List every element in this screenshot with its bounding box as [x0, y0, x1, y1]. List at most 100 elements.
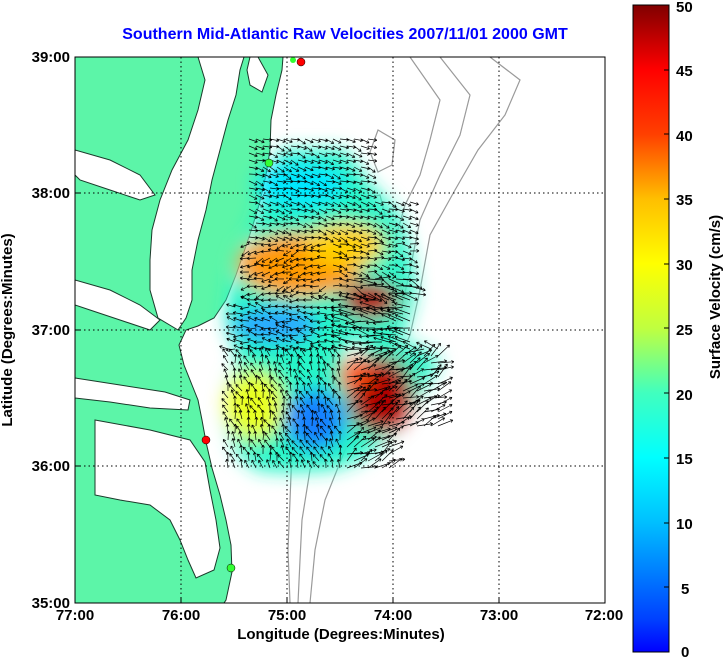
velocity-arrow: [360, 236, 370, 241]
velocity-arrow: [332, 145, 342, 151]
velocity-arrow: [260, 409, 265, 420]
velocity-arrow: [402, 292, 418, 301]
velocity-arrow: [395, 378, 408, 392]
velocity-arrow: [246, 277, 257, 282]
velocity-arrow: [325, 173, 335, 179]
velocity-arrow: [276, 236, 286, 242]
velocity-arrow: [230, 445, 236, 455]
velocity-arrow: [330, 458, 334, 469]
velocity-arrow: [367, 374, 382, 385]
velocity-arrow: [304, 173, 314, 179]
velocity-arrow: [247, 310, 257, 315]
velocity-arrow: [423, 375, 438, 385]
velocity-arrow: [409, 385, 421, 399]
velocity-arrow: [374, 406, 386, 420]
velocity-arrow: [360, 222, 371, 227]
velocity-arrow: [235, 425, 243, 434]
velocity-arrow: [253, 241, 264, 246]
velocity-arrow: [316, 249, 327, 253]
velocity-arrow: [367, 400, 384, 406]
velocity-arrow: [278, 369, 285, 378]
velocity-arrow: [290, 187, 300, 193]
velocity-arrow: [293, 347, 299, 357]
velocity-arrow: [268, 331, 278, 336]
velocity-arrow: [367, 215, 377, 221]
velocity-arrow: [232, 311, 243, 315]
velocity-arrow: [367, 166, 376, 173]
velocity-arrow: [353, 372, 366, 385]
velocity-arrow: [308, 360, 313, 371]
velocity-arrow: [437, 360, 455, 364]
velocity-arrow: [409, 406, 421, 420]
velocity-arrow: [336, 368, 341, 378]
velocity-arrow: [318, 222, 328, 228]
velocity-arrow: [282, 310, 292, 315]
velocity-arrow: [387, 335, 404, 343]
velocity-arrow: [268, 409, 273, 420]
velocity-arrow: [296, 316, 306, 322]
velocity-arrow: [290, 250, 299, 258]
velocity-arrow: [346, 447, 357, 462]
velocity-arrow: [295, 423, 300, 434]
velocity-arrow: [374, 222, 383, 229]
velocity-arrow: [416, 389, 432, 399]
velocity-arrow: [255, 236, 265, 241]
velocity-arrow: [353, 208, 363, 214]
velocity-arrow: [374, 264, 384, 271]
velocity-arrow: [248, 145, 258, 151]
velocity-arrow: [261, 388, 266, 399]
bay-inlet-south: [75, 279, 161, 331]
velocity-arrow: [297, 236, 307, 241]
velocity-arrow: [423, 354, 439, 364]
velocity-arrow: [237, 354, 243, 364]
velocity-arrow: [319, 355, 327, 364]
velocity-arrow: [219, 345, 229, 350]
velocity-arrow: [322, 347, 327, 357]
velocity-arrow: [225, 325, 236, 329]
velocity-arrow: [325, 145, 335, 151]
velocity-arrow: [296, 243, 306, 248]
velocity-arrow: [360, 145, 370, 150]
velocity-arrow: [316, 243, 327, 248]
velocity-arrow: [262, 166, 271, 173]
velocity-arrow: [320, 446, 327, 455]
x-tick-label: 74:00: [374, 607, 412, 624]
velocity-arrow: [409, 357, 421, 371]
velocity-arrow: [325, 138, 335, 144]
velocity-arrow: [395, 351, 409, 364]
velocity-arrow: [374, 351, 388, 364]
velocity-arrow: [289, 337, 299, 343]
velocity-arrow: [381, 459, 396, 469]
velocity-arrow: [260, 353, 264, 364]
velocity-arrow: [269, 152, 279, 158]
velocity-arrow: [367, 145, 378, 150]
velocity-arrow: [287, 417, 292, 427]
velocity-arrow: [253, 262, 264, 267]
velocity-arrow: [243, 376, 250, 385]
velocity-arrow: [430, 364, 442, 378]
velocity-arrow: [275, 346, 280, 357]
velocity-arrow: [430, 404, 446, 413]
velocity-arrow: [318, 208, 328, 214]
velocity-arrow: [339, 250, 348, 257]
velocity-arrow: [232, 374, 237, 385]
velocity-arrow: [236, 418, 243, 427]
velocity-arrow: [267, 423, 272, 434]
y-tick-label: 35:00: [32, 595, 70, 612]
velocity-arrow: [325, 201, 335, 207]
velocity-arrow: [260, 249, 271, 254]
velocity-arrow: [281, 346, 286, 357]
velocity-arrow: [226, 337, 236, 343]
velocity-arrow: [353, 435, 367, 448]
velocity-arrow: [226, 303, 236, 308]
velocity-arrow: [437, 363, 448, 378]
velocity-arrow: [315, 423, 320, 434]
velocity-arrow: [288, 334, 299, 338]
velocity-arrow: [233, 338, 243, 343]
velocity-arrow: [359, 307, 376, 315]
velocity-arrow: [395, 313, 411, 322]
velocity-arrow: [322, 361, 327, 371]
velocity-arrow: [278, 376, 285, 385]
velocity-arrow: [332, 201, 342, 207]
velocity-arrow: [283, 166, 292, 173]
